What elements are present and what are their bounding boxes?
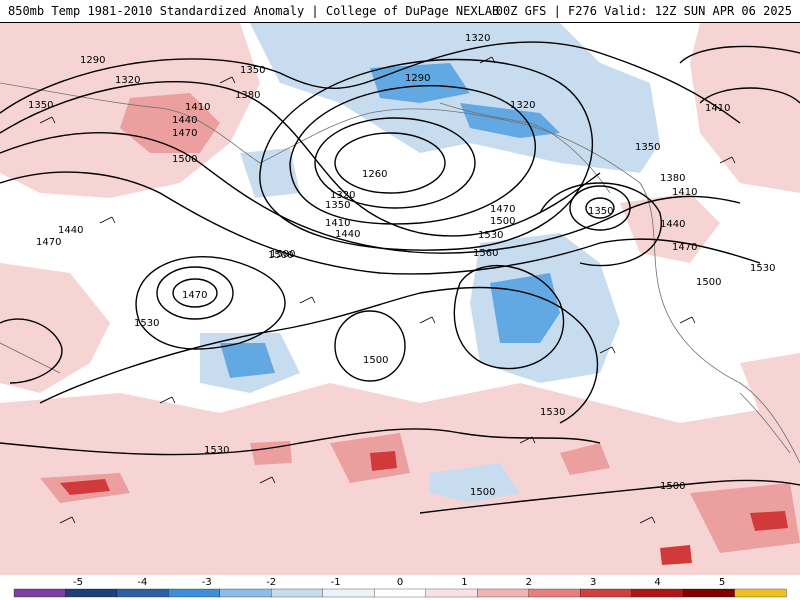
contour-label: 1440	[172, 115, 197, 126]
colorbar-tick-label: -1	[331, 577, 341, 588]
contour-label: 1380	[235, 90, 260, 101]
contour-label: 1560	[473, 248, 498, 259]
contour-label: 1440	[58, 225, 83, 236]
contour-label: 1350	[325, 200, 350, 211]
contour-label: 1500	[363, 355, 388, 366]
warm-anomaly-moderate	[40, 93, 800, 553]
colorbar-swatch	[682, 588, 736, 598]
contour-label: 1470	[182, 290, 207, 301]
colorbar-strip	[13, 588, 787, 598]
colorbar-swatch	[425, 588, 478, 598]
header-bar: 850mb Temp 1981-2010 Standardized Anomal…	[0, 0, 800, 23]
colorbar-swatch	[13, 588, 67, 598]
contour-label: 1320	[510, 100, 535, 111]
contour-label: 1290	[80, 55, 105, 66]
contour-label: 1350	[588, 206, 613, 217]
colorbar-tick-label: -2	[266, 577, 276, 588]
colorbar-tick-label: 0	[397, 577, 403, 588]
cold-anomaly-strong	[220, 63, 560, 378]
contour-label: 1350	[635, 142, 660, 153]
contour-label: 1470	[36, 237, 61, 248]
contour-label: 1410	[325, 218, 350, 229]
contour-label: 1320	[115, 75, 140, 86]
colorbar-tick-label: 5	[719, 577, 725, 588]
colorbar-swatch	[631, 588, 684, 598]
colorbar-swatch	[528, 588, 581, 598]
contour-label: 1470	[172, 128, 197, 139]
map-title: 850mb Temp 1981-2010 Standardized Anomal…	[8, 4, 500, 18]
colorbar-swatch	[168, 588, 221, 598]
colorbar-swatch	[734, 588, 787, 598]
contour-label: 1500	[696, 277, 721, 288]
contour-label: 1500	[268, 250, 293, 261]
anomaly-map: 1290 1320 1350 1350 1380 1410 1440 1470 …	[0, 23, 800, 575]
anomaly-colorbar: -5 -4 -3 -2 -1 0 1 2 3 4 5	[0, 575, 800, 600]
contour-label: 1350	[28, 100, 53, 111]
coastlines	[0, 82, 800, 464]
contour-label: 1530	[134, 318, 159, 329]
contour-label: 1440	[335, 229, 360, 240]
contour-label: 1470	[490, 204, 515, 215]
colorbar-swatch	[271, 588, 324, 598]
height-contours	[0, 41, 800, 514]
colorbar-tick-label: 2	[526, 577, 532, 588]
colorbar-swatch	[374, 588, 427, 598]
colorbar-swatch	[579, 588, 633, 598]
colorbar-tick-label: -3	[202, 577, 212, 588]
colorbar-tick-labels: -5 -4 -3 -2 -1 0 1 2 3 4 5	[73, 577, 725, 588]
model-run-info: 00Z GFS | F276 Valid: 12Z SUN APR 06 202…	[495, 4, 792, 18]
colorbar-tick-label: -4	[137, 577, 147, 588]
colorbar-tick-label: 4	[654, 577, 660, 588]
contour-label: 1320	[330, 190, 355, 201]
colorbar-tick-label: 1	[461, 577, 467, 588]
warm-anomaly-strong	[60, 451, 788, 565]
contour-label: 1500	[172, 154, 197, 165]
colorbar-swatch	[322, 588, 375, 598]
contour-labels: 1290 1320 1350 1350 1380 1410 1440 1470 …	[28, 33, 775, 498]
wind-barbs	[39, 56, 736, 524]
contour-label: 1500	[470, 487, 495, 498]
contour-label: 1530	[204, 445, 229, 456]
contour-label: 1440	[660, 219, 685, 230]
contour-label: 1500	[660, 481, 685, 492]
contour-label: 1500	[270, 249, 295, 260]
contour-label: 1470	[672, 242, 697, 253]
contour-label: 1530	[750, 263, 775, 274]
contour-label: 1350	[240, 65, 265, 76]
colorbar-swatch	[477, 588, 530, 598]
contour-label: 1380	[660, 173, 685, 184]
colorbar-tick-label: 3	[590, 577, 596, 588]
colorbar-swatch	[116, 588, 170, 598]
contour-label: 1410	[672, 187, 697, 198]
contour-label: 1410	[185, 102, 210, 113]
contour-label: 1410	[705, 103, 730, 114]
contour-label: 1290	[405, 73, 430, 84]
colorbar-swatch	[219, 588, 272, 598]
contour-label: 1320	[465, 33, 490, 44]
contour-label: 1530	[540, 407, 565, 418]
contour-label: 1500	[490, 216, 515, 227]
colorbar-tick-label: -5	[73, 577, 83, 588]
contour-label: 1260	[362, 169, 387, 180]
colorbar-swatch	[65, 588, 118, 598]
contour-label: 1530	[478, 230, 503, 241]
